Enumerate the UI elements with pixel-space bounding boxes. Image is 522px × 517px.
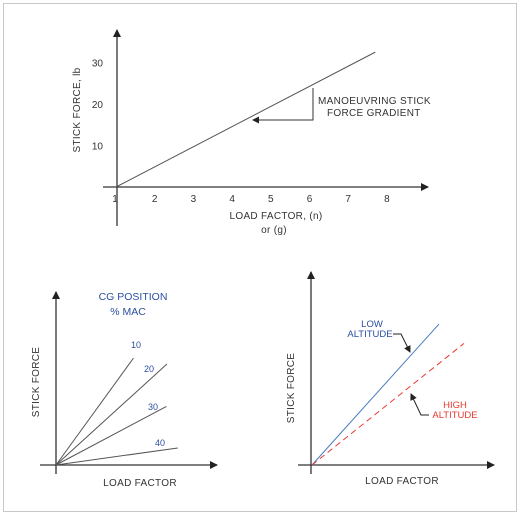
cg-lines: 10 20 30 40 — [55, 340, 178, 466]
top-x-tick-label: 4 — [229, 194, 235, 205]
top-x-tick-label: 2 — [152, 194, 158, 205]
cg-line-label-20: 20 — [144, 364, 154, 374]
alt-lines — [311, 323, 465, 466]
top-x-tick-label: 3 — [191, 194, 197, 205]
high-altitude-pointer — [410, 393, 429, 416]
figure-frame — [3, 3, 517, 512]
top-y-tick-label: 30 — [92, 59, 104, 70]
alt-y-axis-title: STICK FORCE — [286, 353, 297, 424]
top-chart: 1 2 3 4 5 6 7 8 10 20 30 MANOEUVRING STICK FORCE … — [72, 29, 431, 236]
top-x-tick-label: 1 — [112, 194, 118, 205]
top-x-ticks: 1 2 3 4 5 6 7 8 — [112, 194, 390, 205]
gradient-label-line1: MANOEUVRING STICK — [318, 96, 431, 107]
cg-line-40 — [55, 447, 178, 466]
top-x-tick-label: 8 — [384, 194, 390, 205]
top-x-tick-label: 7 — [345, 194, 351, 205]
cg-line-label-30: 30 — [148, 402, 158, 412]
gradient-indicator — [252, 88, 314, 124]
cg-x-axis-title: LOAD FACTOR — [103, 478, 177, 489]
top-series-line — [115, 51, 376, 188]
alt-line-high — [311, 343, 465, 466]
low-altitude-label-line2: ALTITUDE — [347, 329, 392, 340]
gradient-label-line2: FORCE GRADIENT — [327, 108, 421, 119]
top-y-axis-title: STICK FORCE, lb — [72, 67, 83, 152]
high-altitude-label-line1: HIGH — [443, 400, 467, 411]
alt-line-low — [311, 323, 440, 466]
top-y-tick-label: 20 — [92, 100, 104, 111]
high-altitude-label-line2: ALTITUDE — [432, 410, 477, 421]
cg-y-axis-title: STICK FORCE — [31, 347, 42, 418]
cg-chart: CG POSITION % MAC 10 20 30 40 STICK FORCE L… — [31, 291, 218, 489]
low-altitude-label-line1: LOW — [361, 319, 383, 330]
cg-line-label-10: 10 — [131, 340, 141, 350]
cg-line-10 — [55, 357, 134, 466]
top-x-tick-label: 6 — [307, 194, 313, 205]
cg-line-30 — [55, 406, 167, 466]
low-altitude-pointer — [393, 333, 411, 353]
top-x-axis-title-line1: LOAD FACTOR, (n) — [230, 211, 323, 222]
top-x-tick-label: 5 — [268, 194, 274, 205]
alt-x-axis-title: LOAD FACTOR — [365, 476, 439, 487]
top-y-ticks: 10 20 30 — [92, 59, 104, 153]
cg-line-label-40: 40 — [155, 438, 165, 448]
cg-line-20 — [55, 363, 168, 466]
cg-title-line1: CG POSITION — [99, 291, 168, 303]
top-x-axis-title-line2: or (g) — [261, 225, 287, 236]
cg-title-line2: % MAC — [110, 306, 146, 318]
altitude-chart: LOW ALTITUDE HIGH ALTITUDE STICK FORCE L… — [286, 271, 495, 487]
top-y-tick-label: 10 — [92, 142, 104, 153]
